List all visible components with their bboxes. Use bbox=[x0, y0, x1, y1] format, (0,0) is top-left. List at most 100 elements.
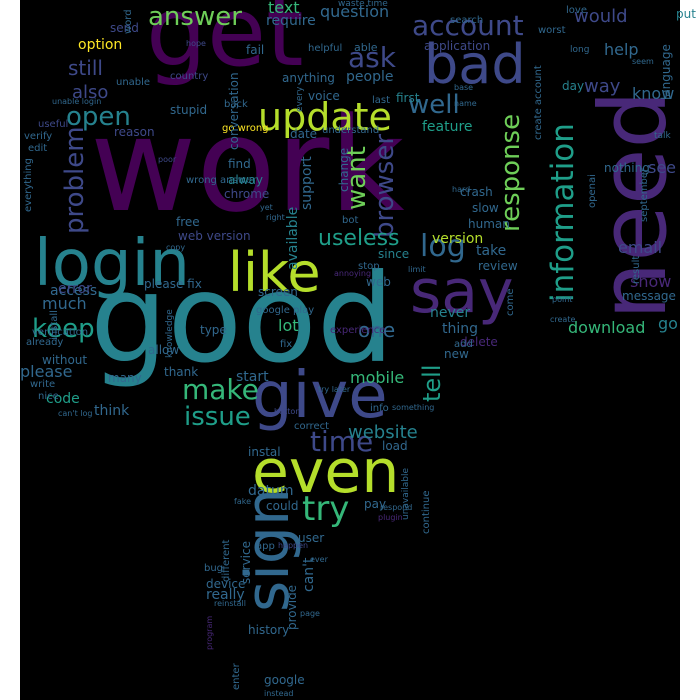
word-datum: datum bbox=[248, 483, 294, 499]
word-feature: feature bbox=[422, 119, 473, 135]
word-load: load bbox=[382, 439, 408, 453]
word-helpful: helpful bbox=[308, 43, 343, 54]
word-without: without bbox=[42, 353, 88, 367]
word-error: error bbox=[58, 281, 92, 297]
word-able: able bbox=[354, 41, 378, 54]
word-copy: copy bbox=[166, 243, 186, 252]
word-free: free bbox=[176, 215, 200, 229]
word-allow: allow bbox=[148, 343, 180, 357]
word-talk: talk bbox=[654, 131, 671, 141]
word-mobile: mobile bbox=[350, 368, 405, 387]
word-update: update bbox=[258, 95, 392, 139]
word-annoying: annoying bbox=[334, 269, 372, 278]
word-say: say bbox=[410, 257, 514, 327]
word-fail: fail bbox=[246, 43, 265, 57]
word-nothing: nothing bbox=[604, 161, 650, 175]
word-cant-log: can't log bbox=[58, 409, 93, 418]
word-support: support bbox=[299, 156, 315, 210]
word-long: long bbox=[570, 45, 590, 55]
word-useful: useful bbox=[38, 119, 69, 130]
word-bug: bug bbox=[204, 563, 224, 574]
word-answer: answer bbox=[148, 2, 242, 32]
word-hard: hard bbox=[452, 185, 471, 194]
word-email: email bbox=[618, 238, 663, 257]
word-open: open bbox=[66, 102, 131, 132]
word-nice: nice bbox=[38, 391, 59, 402]
word-write: write bbox=[30, 379, 56, 390]
word-user: user bbox=[298, 531, 325, 545]
word-show: show bbox=[630, 272, 672, 291]
word-many: many bbox=[108, 371, 142, 385]
word-come: come bbox=[505, 288, 516, 316]
word-work: work bbox=[90, 89, 405, 241]
word-good: good bbox=[90, 248, 395, 390]
word-slow: slow bbox=[472, 201, 499, 215]
word-back: back bbox=[224, 99, 248, 110]
word-day: day bbox=[562, 79, 585, 93]
word-hope: hope bbox=[186, 39, 206, 48]
word-get: get bbox=[146, 0, 304, 88]
word-chrome: chrome bbox=[224, 187, 270, 201]
word-much: much bbox=[42, 294, 87, 313]
word-history: history bbox=[248, 623, 290, 637]
word-unable-login: unable login bbox=[52, 97, 102, 106]
word-experience: experience bbox=[330, 325, 386, 336]
word-tell: tell bbox=[418, 364, 446, 402]
word-google: google bbox=[264, 673, 305, 687]
word-application: application bbox=[424, 39, 491, 53]
word-require: require bbox=[266, 13, 316, 29]
word-browser: browser bbox=[370, 133, 400, 238]
word-new: new bbox=[444, 347, 469, 361]
word-september: september bbox=[639, 167, 650, 222]
word-time: time bbox=[310, 425, 374, 458]
word-fix: fix bbox=[280, 339, 293, 350]
word-plugin: plugin bbox=[378, 513, 403, 522]
word-help: help bbox=[604, 40, 639, 59]
word-really: really bbox=[206, 587, 245, 603]
word-first: first bbox=[396, 91, 420, 105]
word-create: create bbox=[550, 315, 576, 324]
word-thank: thank bbox=[164, 365, 199, 379]
word-human: human bbox=[468, 217, 510, 231]
word-keep: keep bbox=[32, 314, 95, 344]
word-question: question bbox=[320, 2, 390, 21]
word-change: change bbox=[337, 147, 351, 192]
word-name: name bbox=[454, 99, 477, 108]
word-enter: enter bbox=[231, 663, 242, 690]
word-correct: correct bbox=[294, 421, 330, 432]
word-right: right bbox=[266, 213, 285, 222]
word-lot: lot bbox=[278, 316, 299, 335]
word-find: find bbox=[228, 157, 251, 171]
word-respond: respond bbox=[380, 503, 413, 512]
word-screen: screen bbox=[258, 285, 298, 299]
word-every: every bbox=[295, 86, 305, 112]
word-text: text bbox=[268, 0, 300, 17]
word-would: would bbox=[574, 6, 628, 27]
word-poor: poor bbox=[158, 155, 177, 164]
word-last: last bbox=[372, 95, 391, 106]
word-everything: everything bbox=[23, 158, 34, 212]
word-account: account bbox=[412, 9, 524, 42]
word-also: also bbox=[72, 82, 109, 103]
word-happen: happen bbox=[278, 541, 309, 550]
word-result: result bbox=[631, 255, 642, 284]
word-voice: voice bbox=[308, 89, 340, 103]
word-issue: issue bbox=[184, 402, 251, 432]
word-go-wrong: go wrong bbox=[222, 123, 269, 134]
word-edit: edit bbox=[28, 143, 48, 154]
word-code: code bbox=[46, 391, 80, 407]
word-cloud-board: get work need good login like say give e… bbox=[20, 0, 696, 700]
word-verification: verification bbox=[32, 327, 89, 338]
word-like: like bbox=[228, 241, 321, 304]
word-web: web bbox=[366, 275, 391, 289]
word-create-account: create account bbox=[533, 65, 544, 140]
word-unavailable: unavailable bbox=[401, 467, 411, 520]
word-something: something bbox=[392, 403, 435, 412]
word-yet: yet bbox=[260, 203, 273, 212]
word-anything: anything bbox=[282, 71, 335, 85]
word-try: try bbox=[302, 489, 350, 529]
word-option: option bbox=[78, 37, 123, 53]
word-give: give bbox=[252, 359, 388, 433]
word-pay: pay bbox=[364, 497, 387, 511]
word-worst: worst bbox=[538, 25, 566, 36]
